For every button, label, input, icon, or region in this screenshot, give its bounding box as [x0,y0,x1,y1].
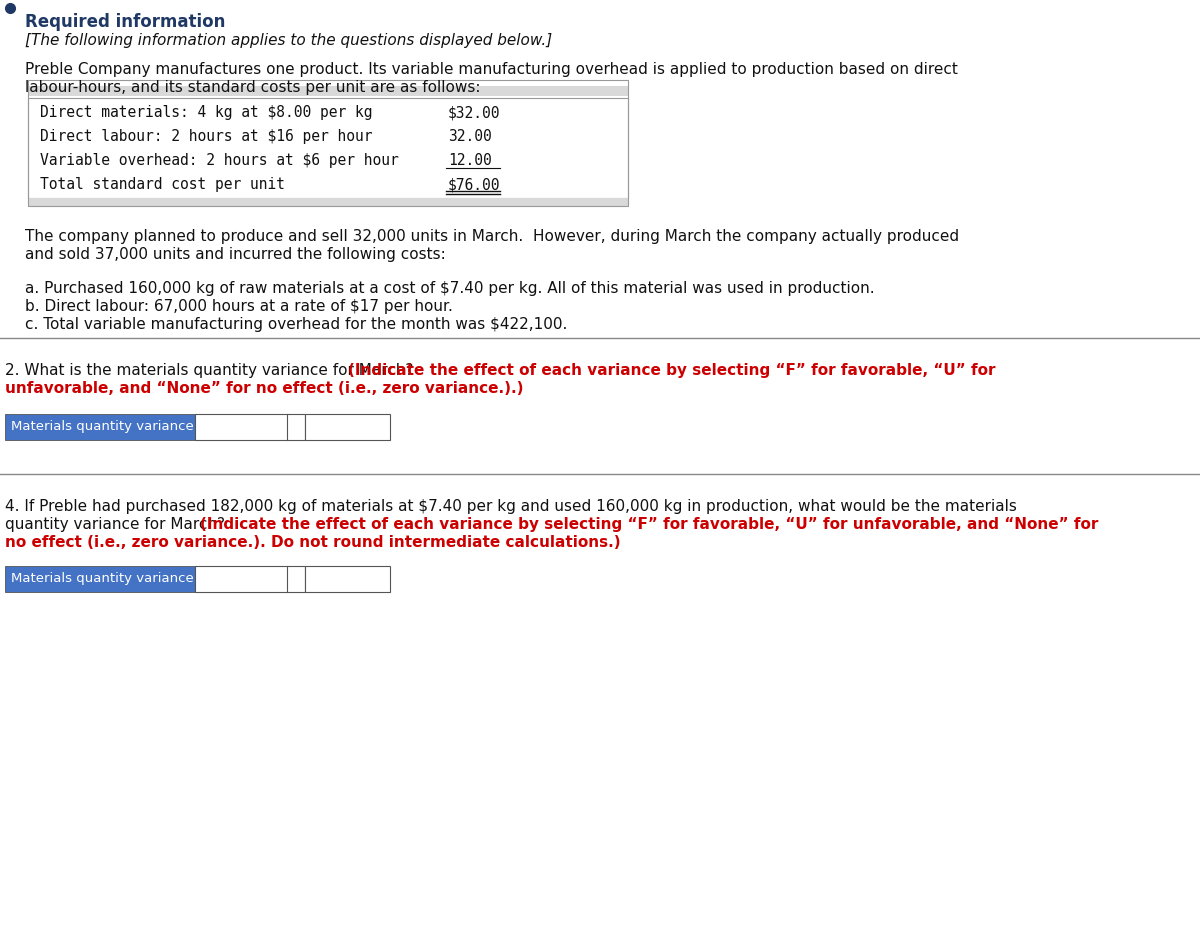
Bar [28,198,628,207]
Bar [194,415,305,441]
Text: Materials quantity variance: Materials quantity variance [11,571,193,584]
Text: and sold 37,000 units and incurred the following costs:: and sold 37,000 units and incurred the f… [25,247,445,262]
Text: $76.00: $76.00 [448,177,500,192]
Text: b. Direct labour: 67,000 hours at a rate of $17 per hour.: b. Direct labour: 67,000 hours at a rate… [25,299,452,314]
Bar [5,566,194,592]
Bar [28,87,628,97]
Bar [194,566,305,592]
Text: a. Purchased 160,000 kg of raw materials at a cost of $7.40 per kg. All of this : a. Purchased 160,000 kg of raw materials… [25,281,875,296]
Text: Preble Company manufactures one product. Its variable manufacturing overhead is : Preble Company manufactures one product.… [25,62,958,77]
Bar [28,80,628,207]
Text: 32.00: 32.00 [448,129,492,144]
Text: [The following information applies to the questions displayed below.]: [The following information applies to th… [25,33,552,48]
Text: quantity variance for March?: quantity variance for March? [5,517,230,532]
Text: Direct materials: 4 kg at $8.00 per kg: Direct materials: 4 kg at $8.00 per kg [40,105,372,120]
Text: $32.00: $32.00 [448,105,500,120]
Bar [5,415,194,441]
Text: Variable overhead: 2 hours at $6 per hour: Variable overhead: 2 hours at $6 per hou… [40,153,398,168]
Text: Direct labour: 2 hours at $16 per hour: Direct labour: 2 hours at $16 per hour [40,129,372,144]
Text: 4. If Preble had purchased 182,000 kg of materials at $7.40 per kg and used 160,: 4. If Preble had purchased 182,000 kg of… [5,499,1016,514]
Text: (Indicate the effect of each variance by selecting “F” for favorable, “U” for un: (Indicate the effect of each variance by… [200,517,1098,532]
Bar [28,99,628,198]
Text: The company planned to produce and sell 32,000 units in March.  However, during : The company planned to produce and sell … [25,228,959,243]
Text: Materials quantity variance: Materials quantity variance [11,419,193,432]
Text: c. Total variable manufacturing overhead for the month was $422,100.: c. Total variable manufacturing overhead… [25,316,568,331]
Text: 12.00: 12.00 [448,153,492,168]
Text: Total standard cost per unit: Total standard cost per unit [40,177,286,192]
Bar [305,415,390,441]
Text: unfavorable, and “None” for no effect (i.e., zero variance.).): unfavorable, and “None” for no effect (i… [5,381,523,396]
Text: no effect (i.e., zero variance.). Do not round intermediate calculations.): no effect (i.e., zero variance.). Do not… [5,534,620,549]
Text: Required information: Required information [25,13,226,31]
Text: labour-hours, and its standard costs per unit are as follows:: labour-hours, and its standard costs per… [25,80,480,95]
Text: (Indicate the effect of each variance by selecting “F” for favorable, “U” for: (Indicate the effect of each variance by… [348,362,996,377]
Text: 2. What is the materials quantity variance for March?: 2. What is the materials quantity varian… [5,362,419,377]
Bar [305,566,390,592]
